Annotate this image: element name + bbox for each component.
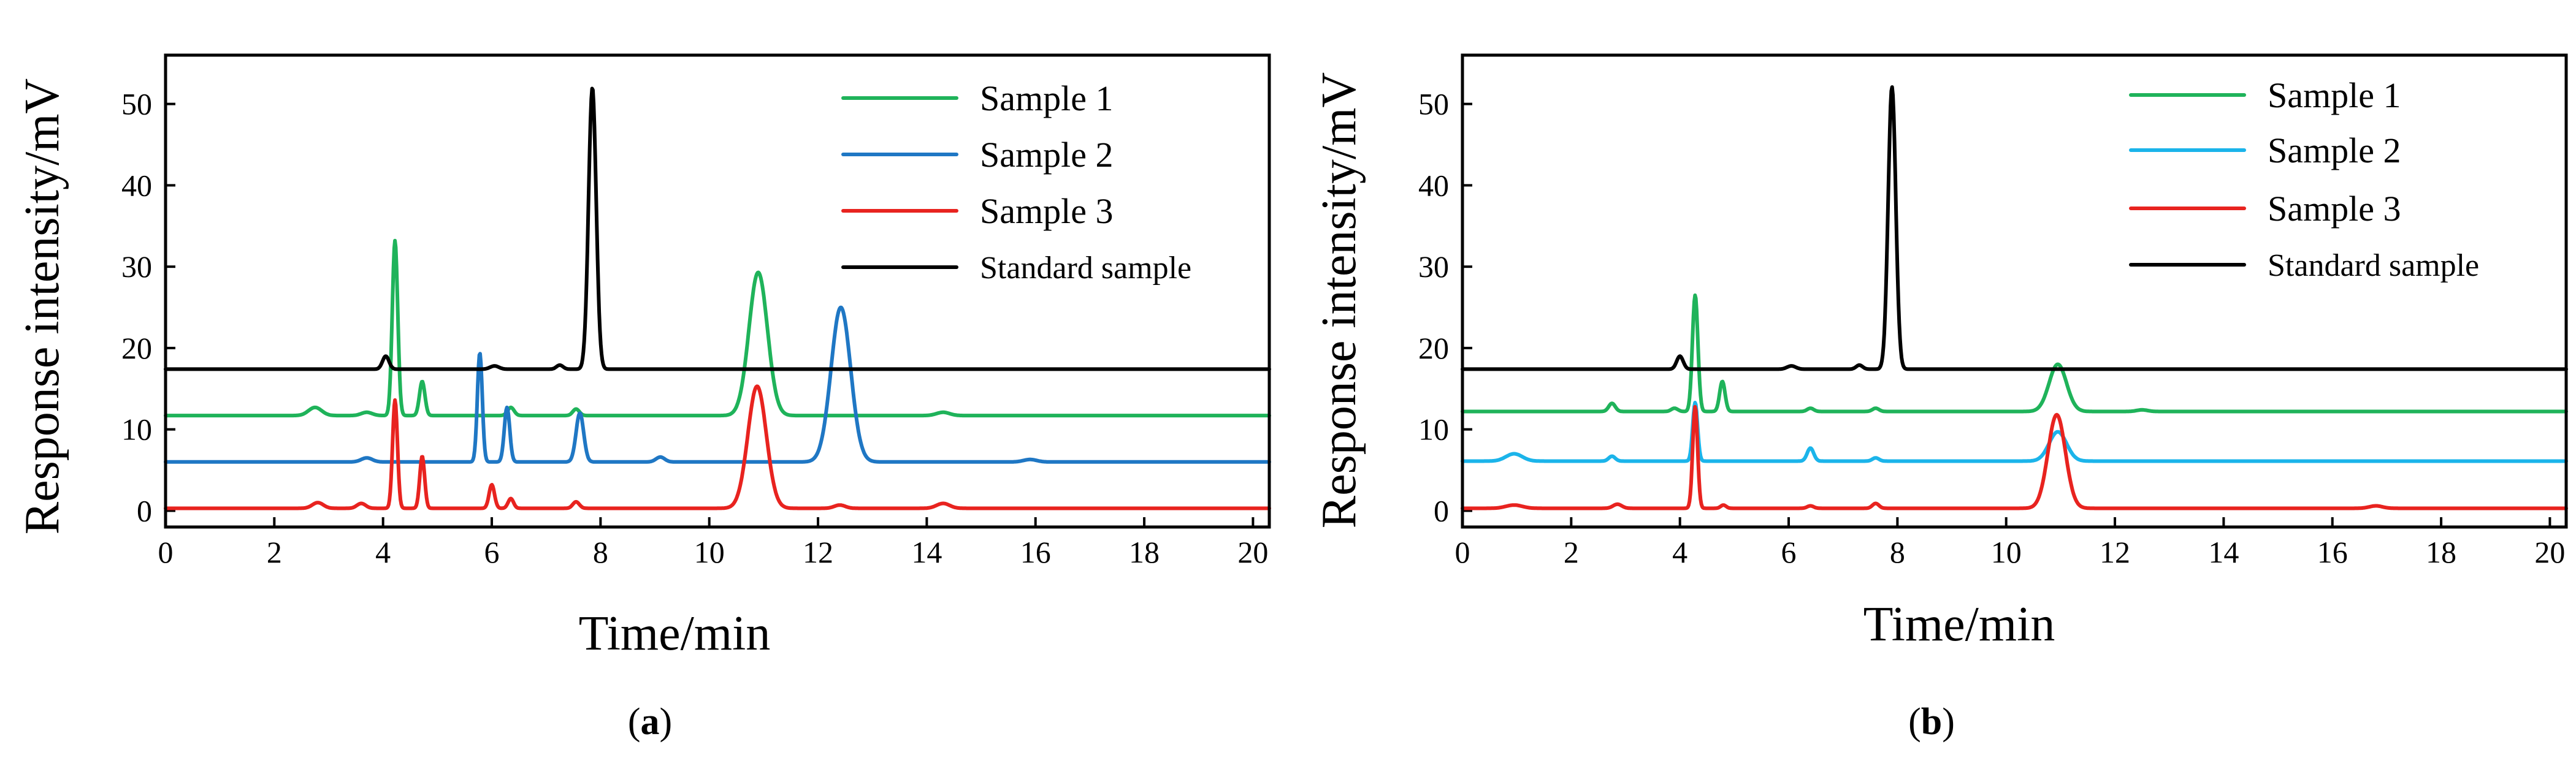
panel-caption-a: (a) (628, 701, 672, 743)
x-tick-label: 20 (1237, 535, 1268, 569)
x-tick-label: 20 (2534, 535, 2565, 569)
x-tick-label: 8 (593, 535, 608, 569)
y-tick-label: 10 (121, 412, 152, 447)
legend: Sample 1 Sample 2 Sample 3 Standard samp… (841, 78, 1191, 286)
x-tick-label: 16 (2317, 535, 2348, 569)
legend-label-sample-3: Sample 3 (980, 191, 1113, 231)
legend-label-sample-2: Sample 2 (2268, 131, 2401, 170)
series-line-standard-sample (164, 86, 1271, 371)
y-tick-label: 30 (121, 249, 152, 284)
x-tick-label: 6 (1781, 535, 1797, 569)
y-tick-label: 10 (1418, 412, 1449, 447)
series-line-sample-3 (164, 384, 1271, 510)
x-tick-label: 18 (2426, 535, 2456, 569)
chart-panel-b: Response intensity/mV Time/min (b) 0 2 4 6 8… (1312, 53, 2568, 743)
x-tick-label: 6 (484, 535, 500, 569)
y-tick-label: 30 (1418, 249, 1449, 284)
x-tick-label: 0 (158, 535, 174, 569)
x-ticks: 0 2 4 6 8 10 12 14 16 18 20 (158, 517, 1268, 569)
legend-label-standard-sample: Standard sample (2268, 248, 2479, 283)
y-tick-label: 0 (1434, 493, 1449, 528)
y-tick-label: 50 (1418, 87, 1449, 121)
x-tick-label: 14 (2208, 535, 2239, 569)
legend: Sample 1 Sample 2 Sample 3 Standard samp… (2129, 75, 2479, 283)
legend-entry: Sample 2 (841, 135, 1113, 175)
x-axis-title: Time/min (579, 607, 771, 661)
legend-entry: Sample 3 (2129, 189, 2401, 229)
traces (1461, 85, 2568, 510)
x-tick-label: 8 (1890, 535, 1905, 569)
series-line-sample-1 (1461, 293, 2568, 414)
x-tick-label: 0 (1455, 535, 1470, 569)
x-tick-label: 4 (375, 535, 391, 569)
legend-entry: Sample 3 (841, 191, 1113, 231)
x-tick-label: 12 (803, 535, 833, 569)
legend-label-sample-2: Sample 2 (980, 135, 1113, 175)
y-axis-title: Response intensity/mV (1312, 72, 1366, 528)
x-tick-label: 10 (694, 535, 725, 569)
x-tick-label: 12 (2100, 535, 2130, 569)
chart-panel-a: Response intensity/mV Time/min (a) 0 2 4 6 8… (15, 53, 1271, 743)
legend-label-sample-3: Sample 3 (2268, 189, 2401, 229)
series-line-sample-3 (1461, 404, 2568, 510)
series-line-sample-2 (1461, 401, 2568, 463)
y-tick-label: 20 (121, 331, 152, 365)
legend-entry: Standard sample (2129, 248, 2479, 283)
legend-entry: Standard sample (841, 251, 1191, 286)
x-tick-label: 2 (267, 535, 282, 569)
x-tick-label: 4 (1672, 535, 1687, 569)
y-ticks: 0 10 20 30 40 50 (121, 87, 175, 528)
panel-label-a: a (641, 701, 660, 743)
y-ticks: 0 10 20 30 40 50 (1418, 87, 1472, 528)
legend-label-sample-1: Sample 1 (980, 78, 1113, 118)
y-tick-label: 40 (121, 168, 152, 202)
plot-frame (1461, 53, 2568, 529)
legend-entry: Sample 2 (2129, 131, 2401, 170)
panel-caption-b: (b) (1908, 701, 1955, 743)
x-tick-label: 10 (1991, 535, 2022, 569)
x-tick-label: 2 (1564, 535, 1579, 569)
x-ticks: 0 2 4 6 8 10 12 14 16 18 20 (1455, 517, 2565, 569)
series-line-standard-sample (1461, 85, 2568, 371)
x-axis-title: Time/min (1863, 597, 2055, 651)
legend-entry: Sample 1 (2129, 75, 2401, 115)
series-line-sample-2 (164, 305, 1271, 464)
x-tick-label: 14 (911, 535, 942, 569)
legend-label-standard-sample: Standard sample (980, 251, 1191, 286)
legend-entry: Sample 1 (841, 78, 1113, 118)
x-tick-label: 16 (1020, 535, 1051, 569)
y-tick-label: 40 (1418, 168, 1449, 202)
series-line-sample-1 (164, 238, 1271, 418)
y-tick-label: 0 (137, 493, 152, 528)
plot-frame (164, 53, 1271, 529)
traces (164, 86, 1271, 510)
x-tick-label: 18 (1129, 535, 1160, 569)
y-tick-label: 50 (121, 87, 152, 121)
y-axis-title: Response intensity/mV (15, 78, 69, 534)
y-tick-label: 20 (1418, 331, 1449, 365)
legend-label-sample-1: Sample 1 (2268, 75, 2401, 115)
panel-label-b: b (1921, 701, 1942, 743)
